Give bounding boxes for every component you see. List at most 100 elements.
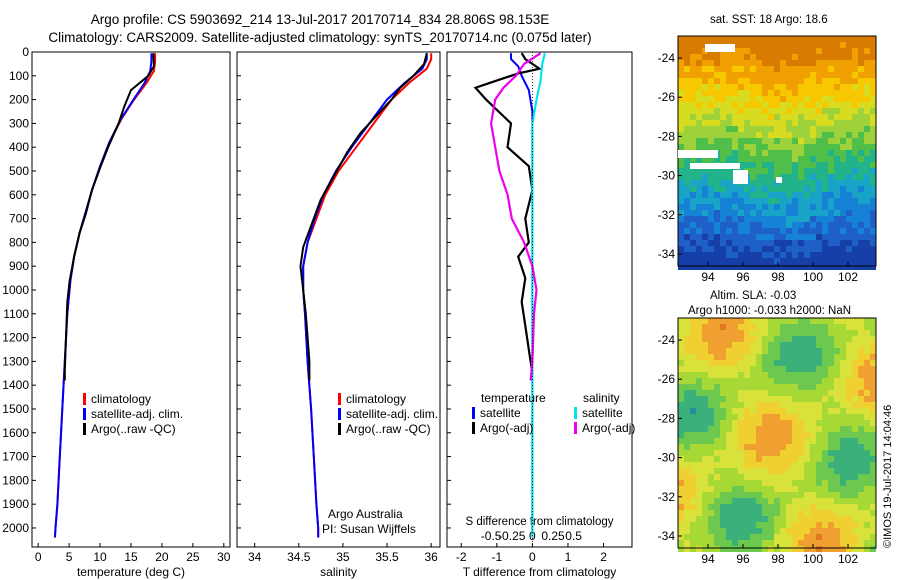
depth-tick-label: 500 (9, 164, 29, 178)
sdiff-satellite-line (531, 52, 546, 538)
map-cell (840, 168, 846, 174)
map-cell (720, 186, 726, 192)
map-cell (828, 324, 834, 330)
map-cell (708, 60, 714, 66)
map-cell (852, 426, 858, 432)
map-cell (858, 390, 864, 396)
map-cell (846, 342, 852, 348)
map-cell (834, 240, 840, 246)
map-cell (870, 432, 876, 438)
lon-tick-label: 94 (701, 552, 715, 566)
map-cell (738, 366, 744, 372)
map-cell (798, 498, 804, 504)
map-cell (780, 132, 786, 138)
map-cell (816, 336, 822, 342)
map-cell (786, 126, 792, 132)
map-cell (774, 384, 780, 390)
map-cell (690, 348, 696, 354)
map-cell (738, 462, 744, 468)
map-cell (780, 60, 786, 66)
map-cell (702, 114, 708, 120)
map-cell (834, 318, 840, 324)
temperature-legend-1-swatch (83, 408, 86, 420)
map-cell (678, 444, 684, 450)
map-cell (756, 198, 762, 204)
map-cell (846, 498, 852, 504)
map-cell (762, 126, 768, 132)
map-cell (810, 462, 816, 468)
map-cell (828, 66, 834, 72)
map-cell (714, 66, 720, 72)
map-cell (816, 384, 822, 390)
map-cell (738, 390, 744, 396)
map-cell (684, 510, 690, 516)
map-cell (816, 342, 822, 348)
s-diff-tick-label: 0.25 (541, 529, 565, 543)
map-cell (690, 360, 696, 366)
map-cell (732, 486, 738, 492)
map-cell (780, 324, 786, 330)
map-cell (708, 336, 714, 342)
map-cell (852, 492, 858, 498)
map-cell (690, 258, 696, 264)
map-cell (792, 84, 798, 90)
map-cell (786, 486, 792, 492)
map-cell (702, 534, 708, 540)
map-cell (792, 150, 798, 156)
map-cell (852, 96, 858, 102)
map-cell (732, 318, 738, 324)
map-cell (834, 444, 840, 450)
map-cell (858, 342, 864, 348)
map-cell (834, 234, 840, 240)
map-cell (690, 474, 696, 480)
map-cell (852, 342, 858, 348)
map-cell (720, 72, 726, 78)
map-cell (870, 198, 876, 204)
map-cell (726, 384, 732, 390)
map-cell (744, 408, 750, 414)
map-cell (846, 42, 852, 48)
map-cell (756, 522, 762, 528)
map-cell (864, 132, 870, 138)
map-cell (720, 342, 726, 348)
map-cell (726, 492, 732, 498)
map-cell (780, 318, 786, 324)
map-cell (732, 264, 738, 270)
map-cell (690, 48, 696, 54)
map-cell (696, 180, 702, 186)
map-cell (678, 330, 684, 336)
map-cell (810, 258, 816, 264)
map-cell (684, 132, 690, 138)
map-cell (708, 438, 714, 444)
map-cell (798, 324, 804, 330)
map-cell (816, 222, 822, 228)
map-cell (684, 120, 690, 126)
map-cell (822, 258, 828, 264)
map-cell (774, 138, 780, 144)
map-cell (786, 420, 792, 426)
map-cell (708, 120, 714, 126)
plot-frame-1 (31, 51, 231, 548)
map-cell (684, 540, 690, 546)
map-cell (774, 132, 780, 138)
map-cell (864, 336, 870, 342)
depth-tick-label: 1900 (2, 497, 29, 511)
map-cell (864, 384, 870, 390)
map-cell (762, 108, 768, 114)
map-cell (708, 330, 714, 336)
map-cell (852, 468, 858, 474)
map-cell (768, 324, 774, 330)
map-cell (864, 432, 870, 438)
map-cell (702, 54, 708, 60)
map-cell (756, 36, 762, 42)
map-cell (732, 402, 738, 408)
map-cell (726, 468, 732, 474)
map-cell (840, 396, 846, 402)
map-cell (786, 156, 792, 162)
map-cell (768, 516, 774, 522)
map-cell (720, 132, 726, 138)
map-cell (744, 132, 750, 138)
map-cell (798, 504, 804, 510)
map-cell (726, 96, 732, 102)
map-cell (696, 36, 702, 42)
